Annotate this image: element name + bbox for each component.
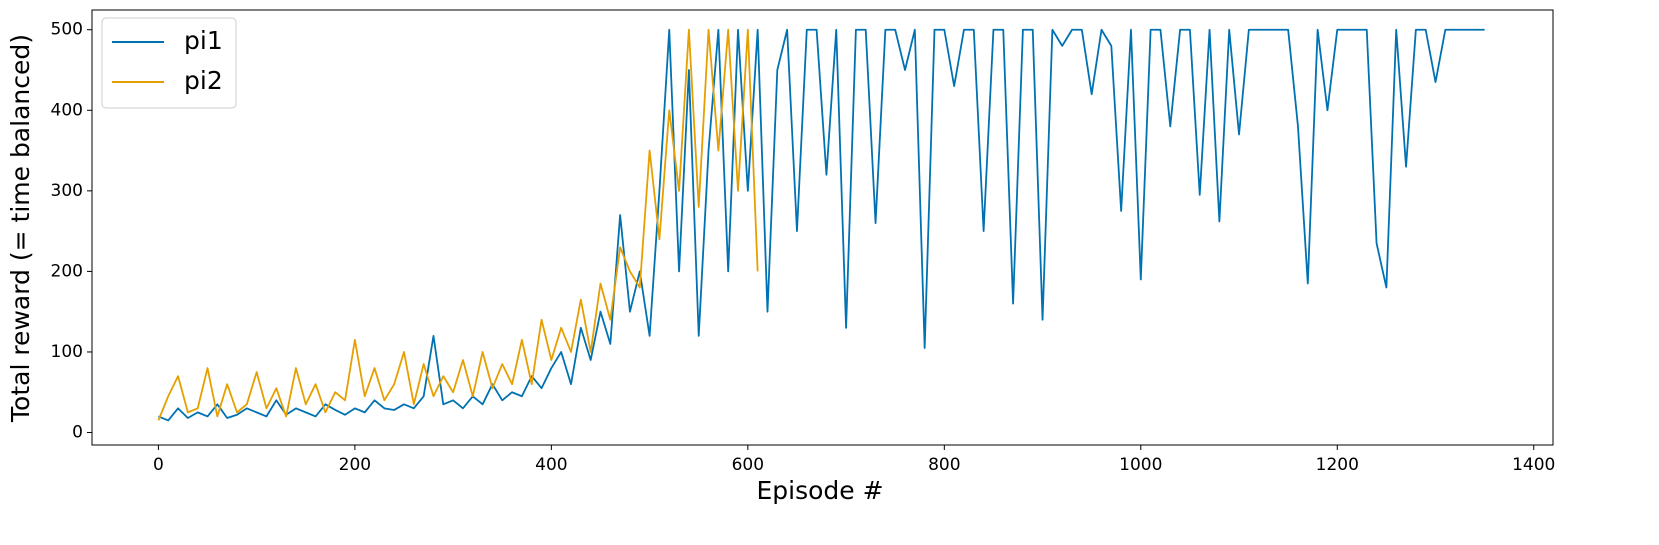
x-tick-label: 400 — [535, 455, 567, 475]
y-tick-label: 200 — [51, 261, 83, 281]
x-tick-label: 800 — [928, 455, 960, 475]
x-tick-label: 200 — [339, 455, 371, 475]
x-axis-label: Episode # — [756, 476, 883, 505]
y-axis-label: Total reward (= time balanced) — [6, 34, 35, 423]
y-tick-label: 100 — [51, 342, 83, 362]
data-line — [157, 28, 759, 421]
legend-box — [101, 17, 237, 109]
y-tick-label: 400 — [51, 100, 83, 120]
x-tick-label: 1400 — [1512, 455, 1555, 475]
y-tick-label: 500 — [51, 20, 83, 40]
legend-label: pi1 — [184, 26, 223, 55]
plot-frame — [91, 9, 1554, 446]
data-line — [158, 28, 1485, 422]
y-tick-label: 300 — [51, 181, 83, 201]
x-tick-label: 1000 — [1119, 455, 1162, 475]
x-tick-label: 1200 — [1316, 455, 1359, 475]
y-tick-label: 0 — [72, 423, 83, 443]
x-tick-label: 0 — [153, 455, 164, 475]
legend-label: pi2 — [184, 66, 223, 95]
x-tick-label: 600 — [732, 455, 764, 475]
